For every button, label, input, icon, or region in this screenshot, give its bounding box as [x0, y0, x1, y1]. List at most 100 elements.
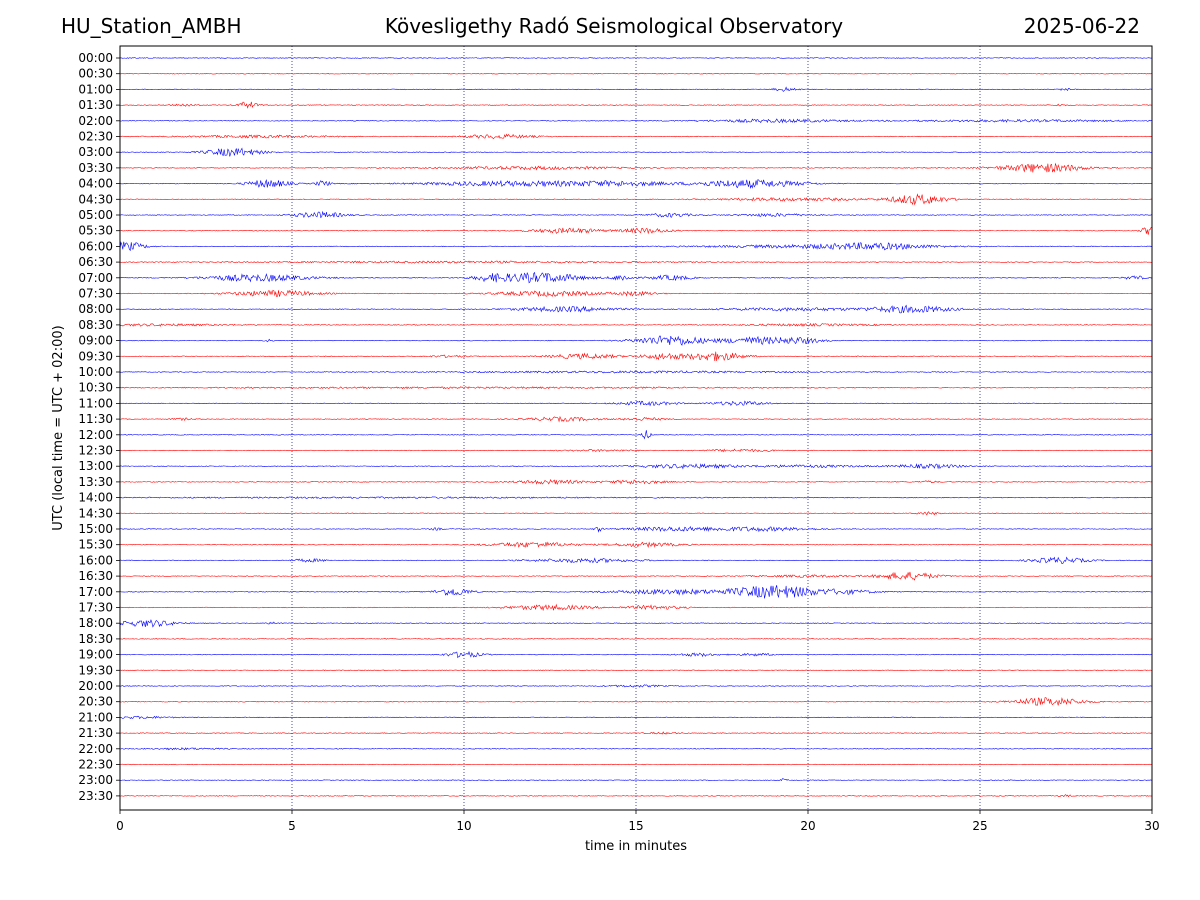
trace-0030	[119, 73, 1153, 75]
trace-0530	[119, 227, 1153, 235]
y-tick-label: 01:00	[78, 82, 113, 96]
trace-1730	[120, 603, 1153, 612]
y-tick-label: 17:30	[78, 601, 113, 615]
trace-2000	[119, 684, 1153, 688]
trace-2300	[119, 778, 1153, 782]
y-tick-label: 00:30	[78, 67, 113, 81]
chart-title: Kövesligethy Radó Seismological Observat…	[384, 14, 844, 38]
trace-1830	[119, 638, 1153, 640]
y-tick-label: 23:00	[78, 773, 113, 787]
trace-0000	[119, 57, 1153, 59]
trace-1930	[119, 669, 1153, 671]
trace-1500	[119, 525, 1153, 533]
trace-1900	[119, 650, 1153, 659]
trace-1600	[119, 556, 1153, 565]
trace-1000	[119, 370, 1152, 374]
trace-1430	[119, 511, 1153, 516]
y-tick-label: 21:00	[78, 710, 113, 724]
trace-0930	[119, 351, 1153, 362]
trace-1530	[119, 541, 1153, 548]
y-tick-label: 15:00	[78, 522, 113, 536]
y-tick-label: 14:00	[78, 491, 113, 505]
y-tick-label: 13:00	[78, 459, 113, 473]
y-tick-label: 17:00	[78, 585, 113, 599]
trace-0630	[119, 260, 1153, 264]
y-tick-label: 06:00	[78, 239, 113, 253]
y-tick-label: 13:30	[78, 475, 113, 489]
y-tick-label: 04:00	[78, 177, 113, 191]
y-tick-label: 04:30	[78, 192, 113, 206]
trace-2200	[119, 747, 1153, 751]
x-tick-label: 30	[1144, 819, 1159, 833]
x-tick-label: 25	[972, 819, 987, 833]
y-tick-label: 14:30	[78, 506, 113, 520]
x-axis-label: time in minutes	[585, 839, 687, 854]
y-tick-label: 03:00	[78, 145, 113, 159]
y-tick-label: 00:00	[78, 51, 113, 65]
y-tick-label: 02:00	[78, 114, 113, 128]
y-tick-label: 12:00	[78, 428, 113, 442]
y-axis-label: UTC (local time = UTC + 02:00)	[51, 325, 66, 530]
y-tick-label: 16:00	[78, 553, 113, 567]
y-tick-label: 08:30	[78, 318, 113, 332]
trace-1630	[119, 571, 1153, 581]
y-tick-label: 20:00	[78, 679, 113, 693]
x-tick-label: 10	[456, 819, 471, 833]
trace-0800	[119, 304, 1153, 314]
y-tick-label: 20:30	[78, 695, 113, 709]
x-tick-label: 15	[628, 819, 643, 833]
y-tick-label: 09:30	[78, 349, 113, 363]
trace-1200	[119, 430, 1153, 440]
x-tick-label: 20	[800, 819, 815, 833]
y-tick-label: 07:00	[78, 271, 113, 285]
y-tick-label: 11:30	[78, 412, 113, 426]
trace-0830	[119, 322, 1153, 327]
y-tick-label: 05:00	[78, 208, 113, 222]
y-tick-label: 11:00	[78, 396, 113, 410]
trace-1800	[119, 619, 1153, 628]
trace-0130	[119, 101, 1153, 109]
trace-1400	[119, 496, 1153, 499]
trace-0330	[120, 162, 1153, 173]
trace-1230	[119, 448, 1153, 453]
y-tick-label: 10:30	[78, 381, 113, 395]
station-name: HU_Station_AMBH	[61, 14, 242, 38]
trace-0200	[119, 118, 1153, 124]
trace-1130	[119, 415, 1153, 423]
y-tick-label: 12:30	[78, 444, 113, 458]
trace-2130	[119, 731, 1153, 735]
trace-0400	[119, 179, 1153, 189]
y-tick-label: 22:30	[78, 758, 113, 772]
y-tick-label: 16:30	[78, 569, 113, 583]
y-tick-label: 19:00	[78, 648, 113, 662]
x-tick-label: 0	[116, 819, 124, 833]
trace-2230	[119, 763, 1153, 766]
x-tick-label: 5	[288, 819, 296, 833]
y-tick-label: 01:30	[78, 98, 113, 112]
y-tick-label: 07:30	[78, 287, 113, 301]
y-tick-label: 18:00	[78, 616, 113, 630]
trace-0600	[119, 241, 1153, 252]
trace-0230	[119, 133, 1153, 140]
y-tick-label: 05:30	[78, 224, 113, 238]
chart-date: 2025-06-22	[1023, 14, 1140, 38]
trace-0700	[119, 271, 1153, 284]
y-tick-label: 03:30	[78, 161, 113, 175]
y-tick-label: 08:00	[78, 302, 113, 316]
y-tick-label: 21:30	[78, 726, 113, 740]
y-tick-label: 09:00	[78, 334, 113, 348]
y-tick-label: 06:30	[78, 255, 113, 269]
trace-2330	[119, 794, 1153, 798]
y-tick-label: 22:00	[78, 742, 113, 756]
y-tick-label: 18:30	[78, 632, 113, 646]
y-tick-label: 02:30	[78, 130, 113, 144]
y-tick-label: 19:30	[78, 663, 113, 677]
trace-1700	[119, 585, 1153, 599]
trace-1330	[119, 479, 1153, 486]
trace-0730	[119, 289, 1153, 298]
y-tick-label: 23:30	[78, 789, 113, 803]
trace-0430	[119, 193, 1153, 206]
trace-1030	[119, 386, 1153, 390]
trace-0900	[119, 335, 1153, 346]
